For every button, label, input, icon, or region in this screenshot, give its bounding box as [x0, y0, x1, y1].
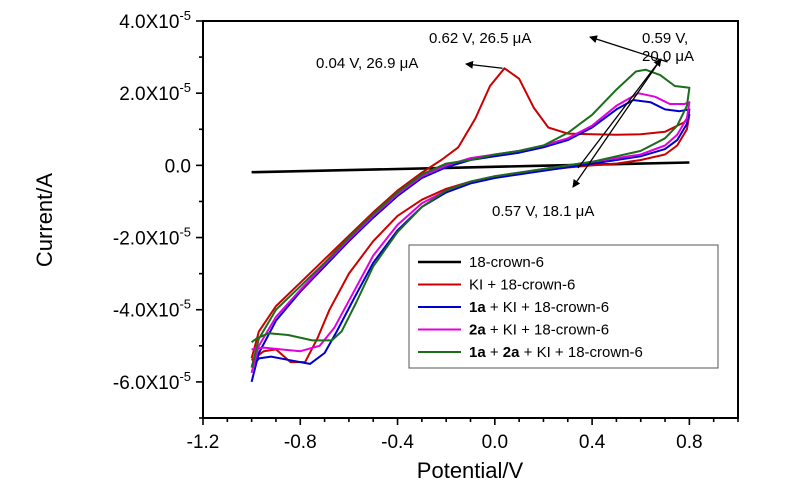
series-line-4 — [250, 68, 691, 368]
annotation-arrow-1a — [572, 58, 662, 188]
legend-label: 2a + KI + 18-crown-6 — [469, 322, 609, 339]
annotation-arrow-2a — [577, 58, 662, 169]
annotations-layer: 0.04 V, 26.9 μA 0.62 V, 26.5 μA 0.59 V,20.… — [316, 30, 694, 220]
x-tick-label: -1.2 — [187, 432, 220, 453]
x-tick-label: 0.4 — [579, 432, 606, 453]
curves-layer — [250, 67, 691, 383]
x-tick-label: 0.8 — [676, 432, 702, 453]
y-axis-title: Current/A — [32, 173, 57, 267]
x-tick-label: 0.0 — [482, 432, 508, 453]
annotation-ki-peak: 0.04 V, 26.9 μA — [316, 55, 418, 72]
legend-label: KI + 18-crown-6 — [469, 277, 575, 294]
series-line-2 — [250, 99, 691, 383]
series-line-0 — [251, 161, 690, 174]
y-tick-label: -2.0X10-5 — [113, 225, 191, 250]
x-axis: -1.2 -0.8 -0.4 0.0 0.4 0.8 — [187, 418, 739, 453]
annotation-1a2a-peak: 0.62 V, 26.5 μA — [429, 30, 531, 47]
y-tick-label: -4.0X10-5 — [113, 297, 191, 322]
y-tick-label: 0.0 — [165, 156, 191, 177]
legend-label: 1a + KI + 18-crown-6 — [469, 299, 609, 316]
legend-label: 18-crown-6 — [469, 254, 544, 271]
legend-label: 1a + 2a + KI + 18-crown-6 — [469, 344, 643, 361]
y-tick-label: -6.0X10-5 — [113, 369, 191, 394]
annotation-arrow-ki — [465, 60, 503, 69]
annotation-arrow-1a2a — [589, 35, 668, 63]
y-tick-label: 4.0X10-5 — [119, 8, 191, 33]
y-axis: 4.0X10-5 2.0X10-5 0.0 -2.0X10-5 -4.0X10-5 -6.… — [113, 8, 203, 419]
annotation-2a-peak-line: 20.0 μA — [642, 48, 694, 65]
x-axis-title: Potential/V — [417, 458, 524, 483]
legend: 18-crown-6 KI + 18-crown-6 1a + KI + 18-cr… — [408, 244, 719, 369]
x-tick-label: -0.4 — [381, 432, 414, 453]
series-line-3 — [250, 92, 691, 374]
y-tick-label: 2.0X10-5 — [119, 80, 191, 105]
x-tick-label: -0.8 — [284, 432, 317, 453]
annotation-1a-peak: 0.57 V, 18.1 μA — [492, 203, 594, 220]
annotation-2a-peak-line: 0.59 V, — [642, 30, 688, 47]
